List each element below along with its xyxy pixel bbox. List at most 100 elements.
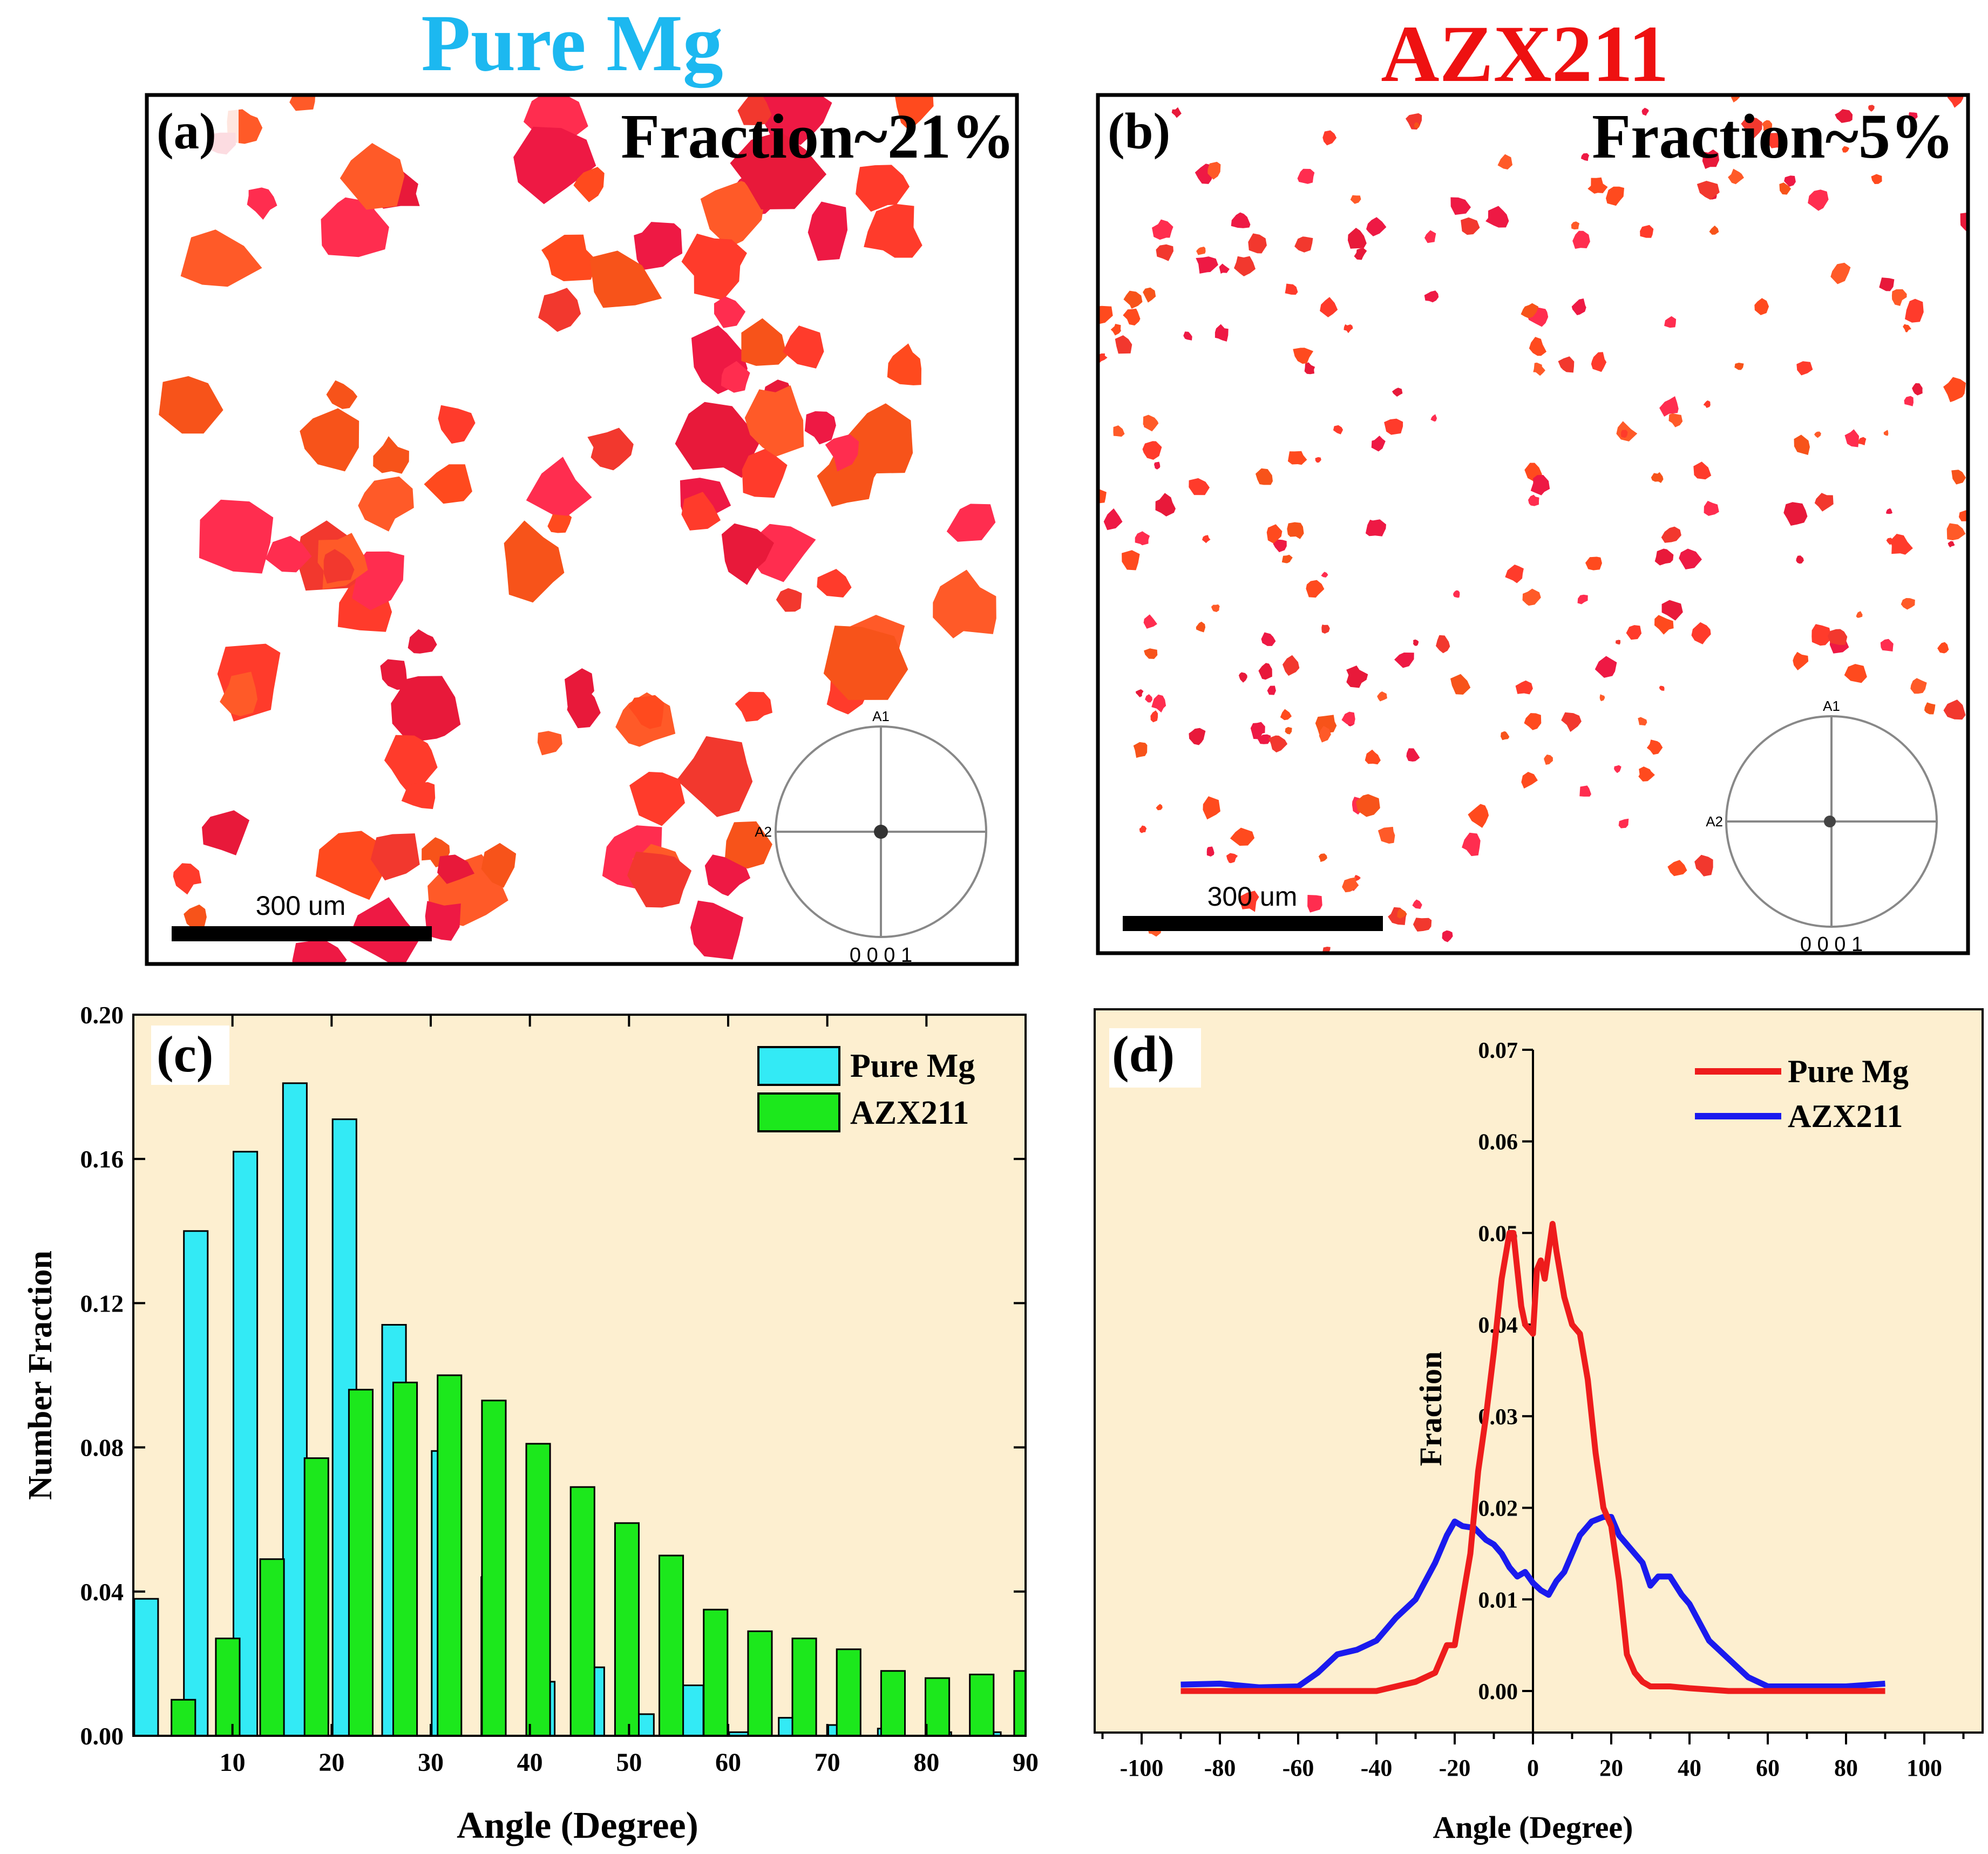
grain xyxy=(1901,598,1915,610)
grain xyxy=(1485,206,1509,228)
grain xyxy=(1614,765,1621,773)
grain xyxy=(681,233,747,301)
grain xyxy=(1667,860,1687,877)
grain xyxy=(1189,728,1206,745)
grain xyxy=(1905,298,1924,323)
grain xyxy=(823,626,908,700)
grain xyxy=(1697,181,1720,200)
panel-b-pole-center xyxy=(1824,816,1836,827)
panel-a-fraction: Fraction~21% xyxy=(621,101,1015,172)
bar-azx211-11 xyxy=(659,1554,684,1737)
grain xyxy=(199,499,274,574)
grain xyxy=(1207,161,1221,180)
grain xyxy=(1258,663,1272,680)
grain xyxy=(1948,541,1955,548)
x-tick-label: 0 xyxy=(1527,1755,1539,1781)
y-tick-label: 0.06 xyxy=(1478,1130,1518,1155)
grain xyxy=(1691,622,1711,644)
grain xyxy=(589,250,662,308)
grain xyxy=(538,288,581,332)
grain xyxy=(1413,918,1432,932)
panel-a-pf-bottom: 0 0 0 1 xyxy=(850,944,912,967)
grain xyxy=(373,436,409,474)
panel-a-map: (a) Fraction~21% 300 um A1 A2 0 0 0 1 xyxy=(145,93,1019,967)
grain xyxy=(1910,678,1927,694)
panel-a-frame xyxy=(145,93,1019,966)
grain xyxy=(1703,400,1711,408)
grain xyxy=(1135,531,1150,546)
grain xyxy=(1654,548,1674,566)
grain xyxy=(1741,117,1762,139)
grain xyxy=(1924,702,1936,715)
legend-swatch-pure-mg xyxy=(757,1046,840,1086)
grain xyxy=(1424,290,1439,303)
bar-azx211-19 xyxy=(1013,1670,1027,1737)
panel-d-plot-area xyxy=(1095,1009,1983,1733)
grain xyxy=(1442,930,1453,942)
grain xyxy=(1320,297,1338,317)
panel-c-legend: Pure Mg AZX211 xyxy=(757,1046,975,1132)
grain xyxy=(425,901,461,941)
grain xyxy=(1943,700,1966,720)
legend-swatch-azx211 xyxy=(757,1092,840,1132)
panel-d-chart: 0.000.010.020.030.040.050.060.07-100 -80-… xyxy=(1094,1008,1984,1845)
grain xyxy=(1879,277,1895,291)
grain xyxy=(173,863,202,895)
grain xyxy=(894,95,934,131)
bar-azx211-1 xyxy=(215,1638,241,1737)
y-tick-label: 0.08 xyxy=(80,1434,124,1462)
x-tick-label: 10 xyxy=(220,1748,246,1777)
panel-b-pf-left: A2 xyxy=(1706,813,1723,830)
grain xyxy=(1142,441,1162,460)
grain xyxy=(1183,331,1192,341)
panel-b-label: (b) xyxy=(1108,103,1170,160)
grain xyxy=(1501,731,1510,741)
grain xyxy=(817,569,852,597)
bar-pure-mg-2 xyxy=(233,1151,259,1737)
grain xyxy=(1651,472,1664,483)
panel-c-chart: 10 20 30 40 50 60 70 80 90 0.00 0.04 0.08 0.12 0.16 0.… xyxy=(22,1001,1039,1846)
panel-d-ylabel: Fraction xyxy=(1413,1352,1448,1466)
grain xyxy=(1394,653,1414,668)
grain xyxy=(323,549,355,584)
grain xyxy=(808,201,848,261)
grain xyxy=(1266,524,1283,544)
bar-pure-mg-1 xyxy=(183,1230,209,1737)
grain xyxy=(1533,362,1545,376)
x-tick-label: -100 xyxy=(1120,1755,1164,1781)
bar-azx211-8 xyxy=(525,1443,551,1737)
grain xyxy=(1661,526,1681,543)
grain xyxy=(289,95,316,111)
grain xyxy=(1285,283,1298,295)
grain xyxy=(1856,611,1863,618)
x-tick-label: 50 xyxy=(616,1748,642,1777)
grain xyxy=(513,126,596,205)
grain xyxy=(1238,672,1247,683)
grain xyxy=(1145,694,1152,703)
grain xyxy=(1151,694,1166,713)
panel-b-pf-top: A1 xyxy=(1823,698,1840,714)
panel-d-xlabel: Angle (Degree) xyxy=(1433,1810,1633,1845)
grain xyxy=(1257,734,1271,744)
panel-b-map: (b) Fraction~5% 300 um A1 A2 0 0 0 1 xyxy=(1096,93,1970,956)
grain xyxy=(1521,772,1538,789)
grain xyxy=(1267,685,1276,695)
grain xyxy=(1571,298,1586,315)
x-tick-label: -60 xyxy=(1283,1755,1314,1781)
grain xyxy=(1709,225,1719,235)
grain xyxy=(1618,818,1629,828)
grain xyxy=(1558,356,1575,373)
grain xyxy=(681,492,721,531)
grain xyxy=(1668,413,1683,427)
bar-azx211-9 xyxy=(569,1486,595,1737)
grain xyxy=(1659,396,1679,417)
grain xyxy=(1679,548,1702,569)
x-tick-label: 60 xyxy=(1756,1755,1780,1781)
grain xyxy=(735,691,772,722)
grain xyxy=(1350,195,1361,204)
grain xyxy=(1595,656,1617,678)
grain xyxy=(1424,230,1436,243)
grain xyxy=(1654,615,1674,635)
grain xyxy=(1577,594,1588,605)
grain xyxy=(1693,461,1712,480)
